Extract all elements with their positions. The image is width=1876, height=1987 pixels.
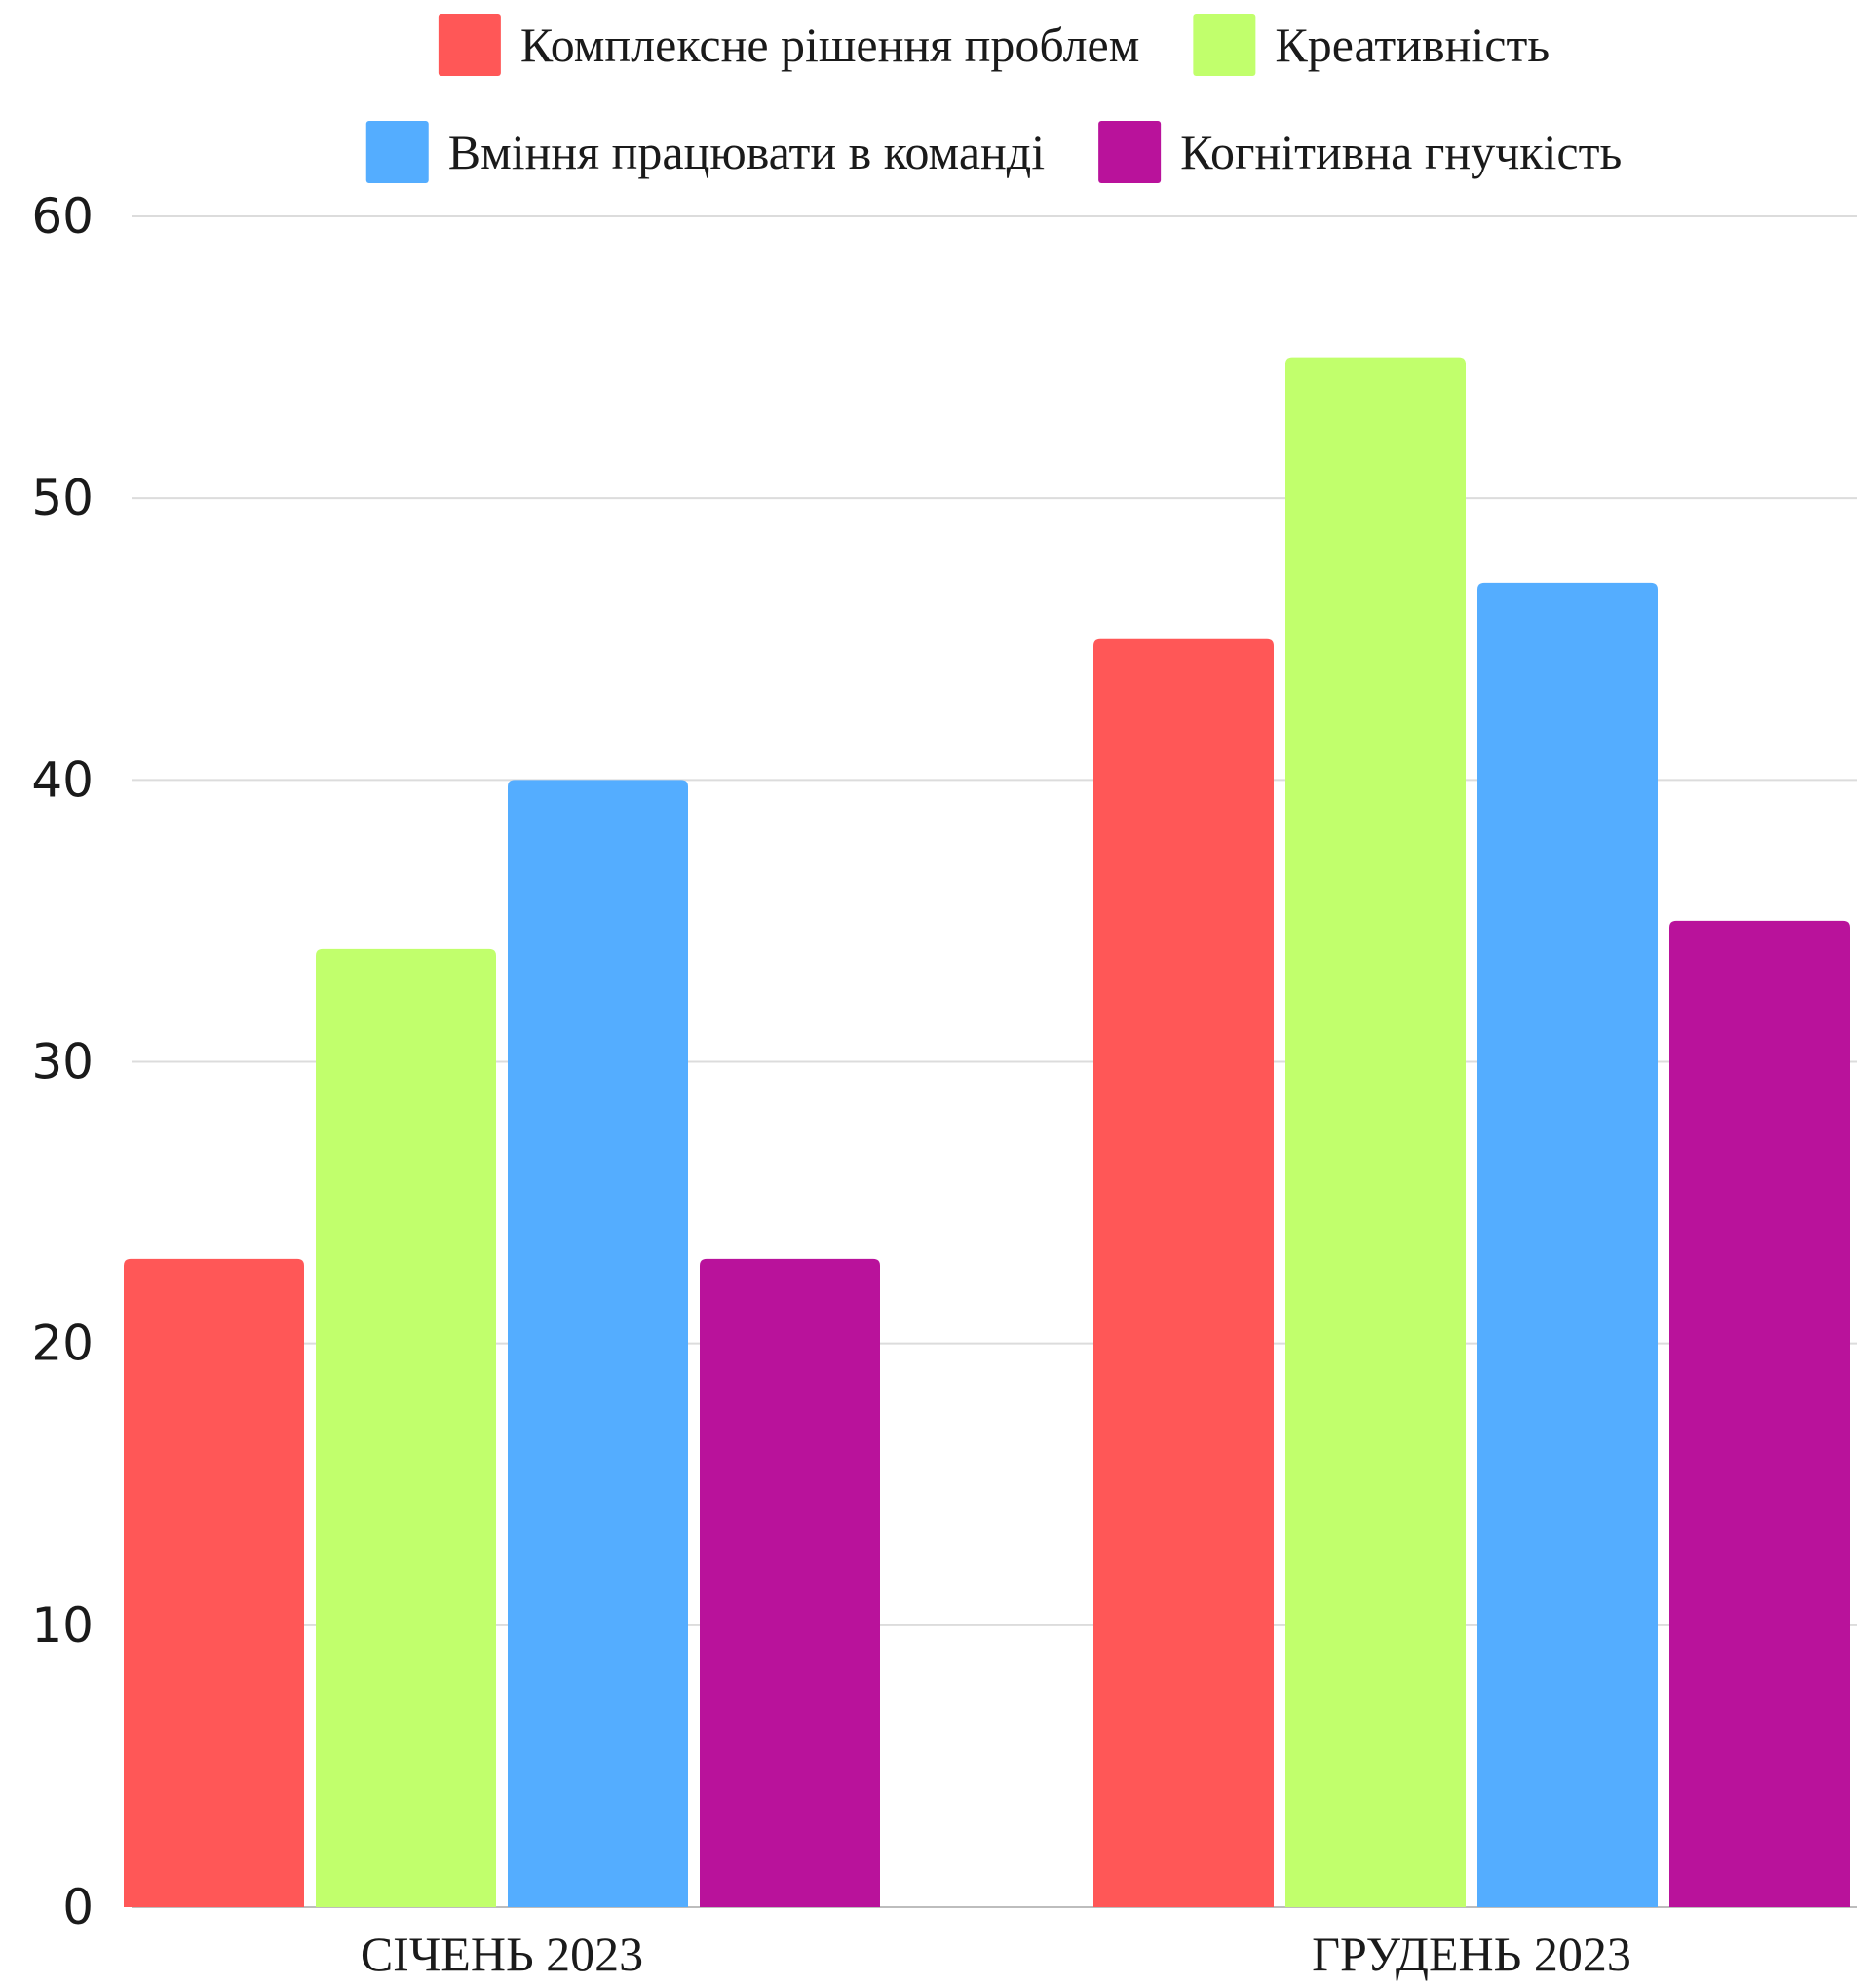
legend-item: Креативність <box>1193 14 1550 76</box>
x-axis-ticks: СІЧЕНЬ 2023 ГРУДЕНЬ 2023 <box>361 1927 1631 1981</box>
bar-1-jan-2023 <box>124 1258 304 1907</box>
bar-4-jan-2023 <box>700 1258 880 1907</box>
legend-swatch <box>365 121 429 183</box>
legend-item: Когнітивна гнучкість <box>1098 121 1622 183</box>
y-tick-label: 10 <box>31 1597 94 1654</box>
y-tick-label: 30 <box>31 1034 94 1090</box>
x-tick-label: ГРУДЕНЬ 2023 <box>1312 1927 1631 1981</box>
legend: Комплексне рішення проблем Креативність Вм… <box>365 14 1622 183</box>
bar-3-jan-2023 <box>508 780 688 1908</box>
y-tick-label: 60 <box>31 188 94 245</box>
legend-swatch <box>438 14 501 76</box>
y-tick-label: 20 <box>31 1316 94 1372</box>
y-tick-label: 0 <box>62 1879 94 1935</box>
legend-item: Комплексне рішення проблем <box>438 14 1139 76</box>
bar-2-dec-2023 <box>1285 357 1466 1907</box>
legend-swatch <box>1193 14 1256 76</box>
bar-2-jan-2023 <box>316 948 496 1907</box>
y-axis-ticks: 0 10 20 30 40 50 60 <box>31 188 94 1935</box>
bars <box>124 357 1850 1908</box>
legend-item: Вміння працювати в команді <box>365 121 1045 183</box>
bar-1-dec-2023 <box>1093 638 1274 1907</box>
legend-label: Комплексне рішення проблем <box>520 18 1139 72</box>
x-tick-label: СІЧЕНЬ 2023 <box>361 1927 643 1981</box>
bar-4-dec-2023 <box>1669 920 1850 1907</box>
y-tick-label: 50 <box>31 470 94 526</box>
legend-swatch <box>1098 121 1162 183</box>
legend-label: Креативність <box>1275 18 1550 72</box>
bar-3-dec-2023 <box>1477 582 1658 1907</box>
legend-label: Когнітивна гнучкість <box>1180 125 1622 179</box>
legend-label: Вміння працювати в команді <box>448 125 1045 179</box>
y-tick-label: 40 <box>31 751 94 808</box>
